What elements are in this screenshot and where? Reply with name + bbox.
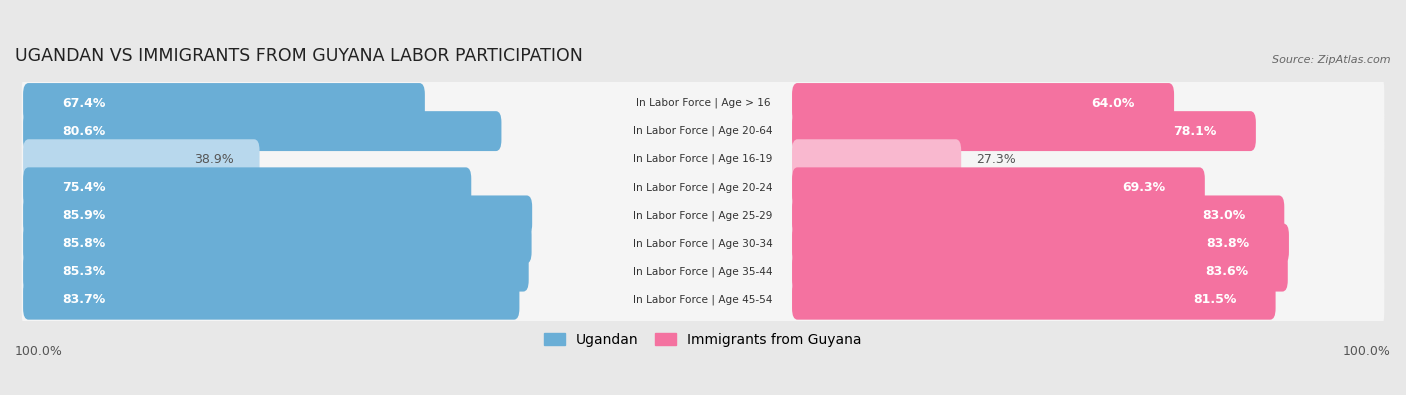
Text: 38.9%: 38.9% bbox=[194, 153, 233, 166]
Text: 78.1%: 78.1% bbox=[1174, 124, 1216, 137]
Text: 83.0%: 83.0% bbox=[1202, 209, 1246, 222]
FancyBboxPatch shape bbox=[21, 265, 1385, 335]
Text: 75.4%: 75.4% bbox=[62, 181, 105, 194]
FancyBboxPatch shape bbox=[792, 83, 1174, 123]
Text: 27.3%: 27.3% bbox=[976, 153, 1015, 166]
Text: 83.7%: 83.7% bbox=[62, 293, 105, 306]
Text: 100.0%: 100.0% bbox=[1343, 345, 1391, 357]
FancyBboxPatch shape bbox=[21, 181, 1385, 250]
FancyBboxPatch shape bbox=[792, 111, 1256, 151]
FancyBboxPatch shape bbox=[22, 196, 533, 235]
Text: In Labor Force | Age 45-54: In Labor Force | Age 45-54 bbox=[633, 294, 773, 305]
Text: In Labor Force | Age 25-29: In Labor Force | Age 25-29 bbox=[633, 210, 773, 221]
FancyBboxPatch shape bbox=[22, 280, 519, 320]
Text: 83.8%: 83.8% bbox=[1206, 237, 1250, 250]
FancyBboxPatch shape bbox=[22, 83, 425, 123]
Text: In Labor Force | Age 20-24: In Labor Force | Age 20-24 bbox=[633, 182, 773, 193]
Text: 100.0%: 100.0% bbox=[15, 345, 63, 357]
Text: 64.0%: 64.0% bbox=[1091, 96, 1135, 109]
FancyBboxPatch shape bbox=[21, 209, 1385, 278]
Text: 85.8%: 85.8% bbox=[62, 237, 105, 250]
FancyBboxPatch shape bbox=[792, 139, 962, 179]
Text: In Labor Force | Age 20-64: In Labor Force | Age 20-64 bbox=[633, 126, 773, 136]
Text: 81.5%: 81.5% bbox=[1194, 293, 1236, 306]
FancyBboxPatch shape bbox=[21, 68, 1385, 138]
Text: In Labor Force | Age 35-44: In Labor Force | Age 35-44 bbox=[633, 266, 773, 277]
Text: 85.3%: 85.3% bbox=[62, 265, 105, 278]
FancyBboxPatch shape bbox=[22, 139, 260, 179]
FancyBboxPatch shape bbox=[792, 224, 1289, 263]
FancyBboxPatch shape bbox=[22, 224, 531, 263]
FancyBboxPatch shape bbox=[792, 252, 1288, 292]
FancyBboxPatch shape bbox=[22, 167, 471, 207]
Legend: Ugandan, Immigrants from Guyana: Ugandan, Immigrants from Guyana bbox=[538, 327, 868, 352]
Text: 83.6%: 83.6% bbox=[1205, 265, 1249, 278]
FancyBboxPatch shape bbox=[21, 96, 1385, 166]
Text: In Labor Force | Age 30-34: In Labor Force | Age 30-34 bbox=[633, 238, 773, 249]
FancyBboxPatch shape bbox=[792, 167, 1205, 207]
Text: 80.6%: 80.6% bbox=[62, 124, 105, 137]
Text: UGANDAN VS IMMIGRANTS FROM GUYANA LABOR PARTICIPATION: UGANDAN VS IMMIGRANTS FROM GUYANA LABOR … bbox=[15, 47, 583, 65]
FancyBboxPatch shape bbox=[22, 111, 502, 151]
Text: Source: ZipAtlas.com: Source: ZipAtlas.com bbox=[1272, 55, 1391, 65]
FancyBboxPatch shape bbox=[21, 124, 1385, 194]
Text: 67.4%: 67.4% bbox=[62, 96, 105, 109]
Text: 85.9%: 85.9% bbox=[62, 209, 105, 222]
FancyBboxPatch shape bbox=[21, 152, 1385, 222]
Text: 69.3%: 69.3% bbox=[1122, 181, 1166, 194]
Text: In Labor Force | Age 16-19: In Labor Force | Age 16-19 bbox=[633, 154, 773, 164]
FancyBboxPatch shape bbox=[792, 196, 1284, 235]
FancyBboxPatch shape bbox=[792, 280, 1275, 320]
Text: In Labor Force | Age > 16: In Labor Force | Age > 16 bbox=[636, 98, 770, 108]
FancyBboxPatch shape bbox=[21, 237, 1385, 307]
FancyBboxPatch shape bbox=[22, 252, 529, 292]
